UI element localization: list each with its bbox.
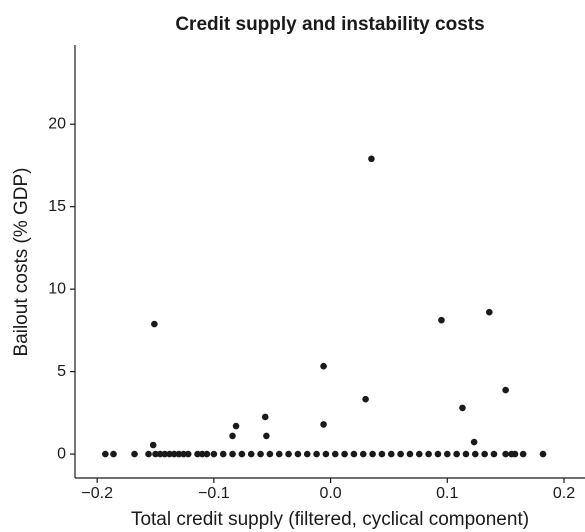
x-tick-label: 0.1 [436,485,458,502]
point [453,450,460,458]
point [359,450,367,458]
point [539,450,547,458]
point [350,450,358,458]
point [443,450,451,458]
point [294,450,302,458]
point [184,450,192,458]
point [415,450,423,458]
point [303,450,311,458]
point [247,450,255,458]
point [210,450,218,458]
point [110,450,117,458]
point [151,320,158,328]
point [320,421,327,428]
point [387,450,395,458]
x-tick-label: −0.1 [198,485,230,502]
point [166,450,173,458]
point [194,450,201,458]
y-tick-label: 5 [57,363,66,380]
point [438,316,445,324]
point [180,450,187,458]
point [156,450,164,458]
point [149,441,157,449]
point [131,450,138,458]
point [320,362,327,370]
point [368,155,375,163]
point [486,308,493,316]
point [322,450,330,458]
x-tick-label: 0.0 [319,485,341,502]
point [170,450,178,458]
point [261,413,269,421]
point [490,450,498,458]
point [219,450,227,458]
x-tick-label: −0.2 [81,485,113,502]
y-tick-label: 10 [48,280,66,297]
point [232,422,240,430]
point [263,432,270,440]
x-axis-label: Total credit supply (filtered, cyclical … [131,509,529,530]
point [406,450,414,458]
point [481,450,488,458]
y-axis-label: Bailout costs (% GDP) [11,168,32,357]
point [175,450,183,458]
point [369,450,376,458]
x-tick-label: 0.2 [553,485,575,502]
point [145,450,152,458]
point [238,450,246,458]
point [425,450,432,458]
point [502,386,509,394]
point [161,450,169,458]
point [470,438,478,446]
point [266,450,274,458]
y-tick-label: 20 [48,115,66,132]
point [152,450,159,458]
point [434,450,442,458]
y-tick-label: 15 [48,198,66,215]
point [459,404,466,412]
point [511,450,519,458]
point [519,450,527,458]
point [229,450,236,458]
point [331,450,339,458]
point [502,450,509,458]
point [285,450,292,458]
point [471,450,479,458]
point [397,450,404,458]
y-tick-label: 0 [57,445,66,462]
point [341,450,348,458]
point [198,450,206,458]
point [257,450,264,458]
point [229,432,236,440]
chart-title: Credit supply and instability costs [175,14,484,35]
point [203,450,211,458]
point [313,450,320,458]
point [275,450,283,458]
point [378,450,386,458]
point [462,450,470,458]
point [102,450,109,458]
point [362,395,369,403]
